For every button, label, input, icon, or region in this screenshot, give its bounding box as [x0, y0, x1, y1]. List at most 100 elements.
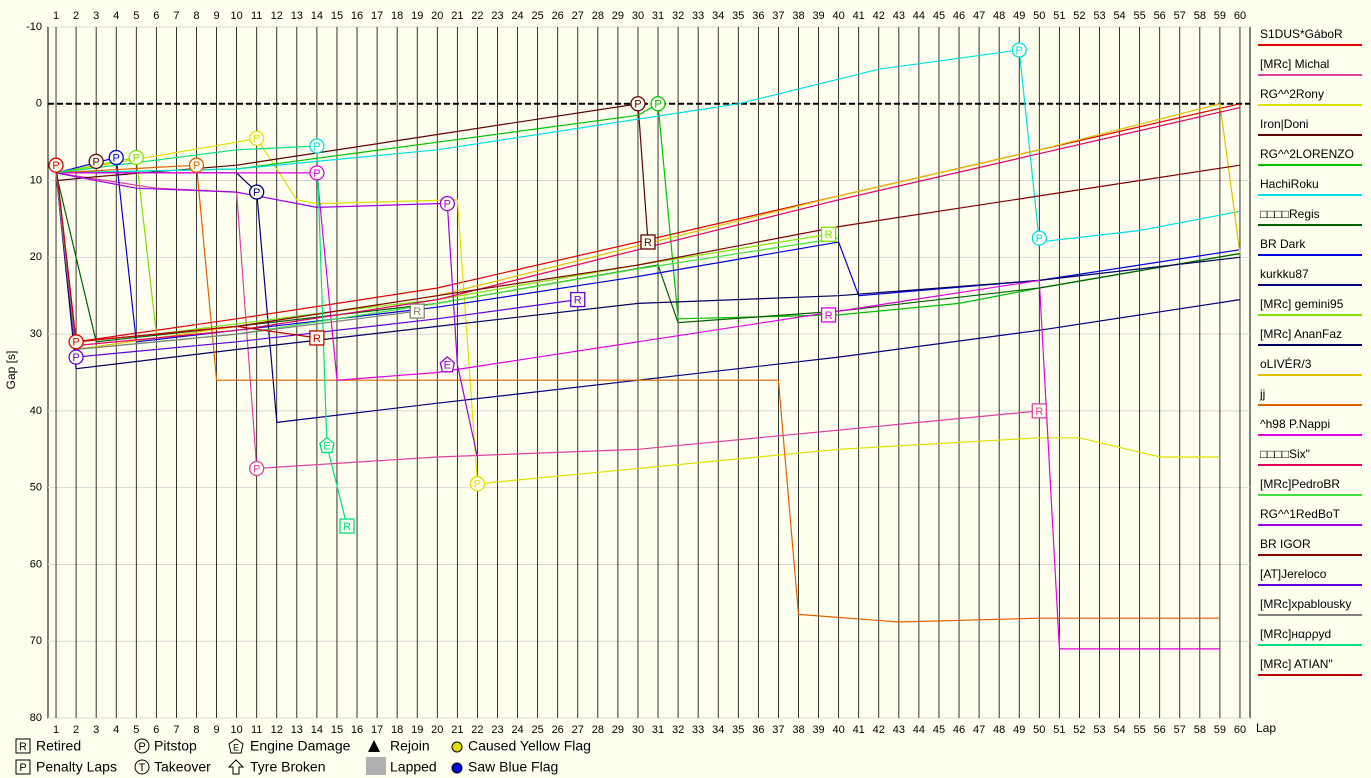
x-tick-label: 60 [1234, 724, 1246, 736]
event-label: R [413, 306, 421, 318]
x-tick-label: 2 [73, 10, 79, 22]
x-tick-label: 56 [1154, 724, 1166, 736]
icon-letter: P [19, 762, 26, 774]
x-tick-label: 56 [1154, 10, 1166, 22]
x-tick-label: 52 [1073, 724, 1085, 736]
x-tick-label: 41 [853, 724, 865, 736]
x-tick-label: 46 [953, 724, 965, 736]
event-marker: E [439, 355, 456, 373]
x-tick-label: 2 [73, 724, 79, 736]
x-tick-label: 54 [1113, 10, 1125, 22]
legend-label: Lapped [390, 759, 437, 775]
x-tick-label: 25 [532, 724, 544, 736]
x-tick-label: 12 [271, 724, 283, 736]
y-tick-label: 0 [36, 98, 42, 110]
legend-label: Rejoin [390, 738, 430, 754]
x-tick-label: 33 [692, 724, 704, 736]
x-tick-label: 17 [371, 724, 383, 736]
event-shape [1011, 42, 1027, 58]
event-shape [650, 96, 666, 112]
event-shape [309, 330, 325, 346]
event-marker: P [249, 184, 265, 200]
event-marker: R [820, 226, 837, 242]
x-tick-label: 19 [411, 724, 423, 736]
x-tick-label: 18 [391, 10, 403, 22]
event-marker: P [48, 157, 64, 173]
x-tick-label: 15 [331, 724, 343, 736]
x-tick-label: 50 [1033, 10, 1045, 22]
x-tick-label: 31 [652, 724, 664, 736]
x-tick-label: 27 [572, 724, 584, 736]
legend-label: RG^^1RedBoT [1260, 507, 1341, 521]
x-tick-label: 38 [792, 724, 804, 736]
x-tick-label: 25 [532, 10, 544, 22]
event-marker: R [409, 303, 425, 319]
x-tick-label: 42 [873, 10, 885, 22]
event-shape [630, 96, 646, 112]
event-shape [439, 355, 456, 373]
x-tick-label: 14 [311, 724, 323, 736]
x-tick-label: 46 [953, 10, 965, 22]
x-tick-label: 53 [1093, 10, 1105, 22]
event-label: P [313, 168, 320, 180]
event-label: P [253, 187, 260, 199]
x-tick-label: 30 [632, 10, 644, 22]
event-marker: R [820, 307, 837, 323]
event-marker: P [309, 138, 325, 154]
x-tick-label: 51 [1053, 724, 1065, 736]
legend-label: Penalty Laps [36, 759, 117, 775]
event-shape [48, 157, 64, 173]
icon [15, 759, 31, 775]
event-shape [68, 349, 84, 365]
x-tick-label: 4 [113, 10, 119, 22]
event-shape [820, 307, 837, 323]
event-label: R [313, 333, 321, 345]
event-marker: P [439, 195, 455, 212]
legend-label: Engine Damage [250, 738, 351, 754]
x-tick-label: 22 [471, 10, 483, 22]
x-tick-label: 44 [913, 10, 925, 22]
x-tick-label: 48 [993, 724, 1005, 736]
event-marker: P [108, 149, 124, 166]
x-tick-label: 49 [1013, 10, 1025, 22]
event-label: R [574, 294, 582, 306]
event-marker: P [309, 165, 325, 181]
x-tick-label: 15 [331, 10, 343, 22]
x-tick-label: 26 [552, 10, 564, 22]
event-label: P [313, 141, 320, 153]
x-tick-label: 4 [113, 724, 119, 736]
x-tick-label: 16 [351, 724, 363, 736]
event-label: R [343, 521, 351, 533]
x-tick-label: 6 [153, 724, 159, 736]
event-marker: R [339, 518, 355, 534]
y-tick-label: 20 [30, 251, 42, 263]
event-shape [469, 476, 486, 492]
legend-label: kurkku87 [1260, 267, 1309, 281]
y-tick-label: 70 [30, 635, 42, 647]
series-line [55, 156, 1241, 343]
x-tick-label: 59 [1214, 724, 1226, 736]
legend-label: Retired [36, 738, 81, 754]
event-marker: P [249, 460, 265, 477]
y-tick-label: 30 [30, 328, 42, 340]
icon [134, 738, 150, 754]
x-tick-label: 48 [993, 10, 1005, 22]
y-tick-label: 10 [30, 174, 42, 186]
x-tick-label: 44 [913, 724, 925, 736]
x-tick-label: 52 [1073, 10, 1085, 22]
icon-letter: T [139, 762, 146, 774]
x-tick-label: 11 [251, 724, 262, 736]
event-label: P [133, 152, 140, 164]
event-marker: P [630, 96, 646, 112]
x-tick-label: 13 [291, 724, 303, 736]
event-shape [309, 165, 325, 181]
legend-label: RG^^2LORENZO [1260, 147, 1354, 161]
icon [451, 762, 463, 774]
x-tick-label: 54 [1113, 724, 1125, 736]
x-tick-label: 28 [592, 724, 604, 736]
x-tick-label: 34 [712, 724, 724, 736]
x-tick-label: 40 [833, 10, 845, 22]
legend-label: BR Dark [1260, 237, 1306, 251]
legend-label: □□□□Six" [1260, 447, 1310, 461]
